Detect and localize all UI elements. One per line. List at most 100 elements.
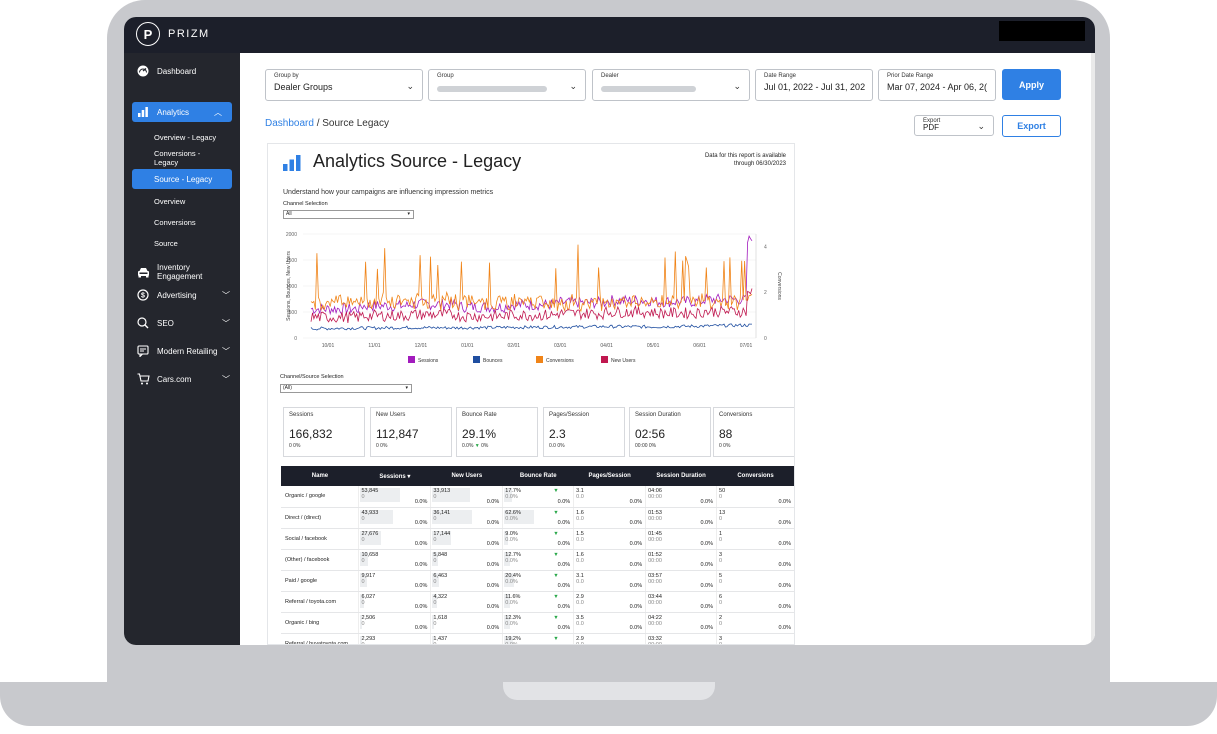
breadcrumb-dashboard-link[interactable]: Dashboard bbox=[265, 118, 314, 129]
cell-change: 0.0% bbox=[505, 536, 518, 543]
sidebar-item-modern-retailing[interactable]: Modern Retailing ﹀ bbox=[124, 341, 240, 361]
cell-value: 36,141 bbox=[433, 509, 451, 516]
cell-conversions: 6 0 0.0% bbox=[716, 591, 794, 613]
column-header-pages-session[interactable]: Pages/Session bbox=[573, 466, 646, 486]
column-header-conversions[interactable]: Conversions bbox=[716, 466, 794, 486]
sidebar-item-analytics[interactable]: Analytics ︿ bbox=[132, 102, 232, 122]
sidebar-sub-label: Source - Legacy bbox=[154, 174, 213, 184]
down-triangle-icon: ▼ bbox=[553, 509, 559, 516]
group-select[interactable]: Group ⌄ bbox=[428, 69, 586, 101]
value-bar bbox=[432, 551, 439, 566]
apply-button[interactable]: Apply bbox=[1002, 69, 1061, 100]
prior-date-range-field[interactable]: Prior Date Range Mar 07, 2024 - Apr 06, … bbox=[878, 69, 996, 101]
cell-session-duration: 03:44 00:00 0.0% bbox=[645, 591, 718, 613]
cell-pct: 0.0% bbox=[557, 624, 571, 631]
down-triangle-icon: ▼ bbox=[553, 614, 559, 621]
kpi-value: 2.3 bbox=[549, 427, 566, 441]
kpi-title: Pages/Session bbox=[549, 412, 590, 418]
cell-pct: 0.0% bbox=[778, 540, 791, 547]
cell-change: 00:00 bbox=[648, 515, 662, 522]
chevron-down-icon: ﹀ bbox=[222, 374, 230, 384]
export-button[interactable]: Export bbox=[1002, 115, 1061, 137]
cell-pct: 0.0% bbox=[629, 519, 643, 526]
cell-value: 11.6% bbox=[505, 593, 521, 600]
sidebar-item-inventory[interactable]: Inventory Engagement bbox=[124, 259, 240, 285]
kpi-title: Bounce Rate bbox=[462, 412, 497, 418]
cell-pct: 0.0% bbox=[414, 624, 428, 631]
table-row[interactable]: Referral / buyatoyota.com2,29300.0%1,437… bbox=[281, 633, 794, 644]
table-row[interactable]: (Other) / facebook 10,658 0 0.0% 5,848 0 0.0% 1… bbox=[281, 549, 794, 571]
sidebar-item-advertising[interactable]: $ Advertising ﹀ bbox=[124, 285, 240, 305]
channel-selection-select[interactable]: All ▾ bbox=[283, 210, 414, 219]
table-row[interactable]: Paid / google 9,917 0 0.0% 6,463 0 0.0% 20.4% 0.… bbox=[281, 570, 794, 592]
value-bar bbox=[360, 614, 363, 629]
table-row[interactable]: Direct / (direct) 43,933 0 0.0% 36,141 0 0.0% 6… bbox=[281, 507, 794, 529]
cell-change: 0 bbox=[433, 557, 437, 564]
column-header-session-duration[interactable]: Session Duration bbox=[645, 466, 717, 486]
sidebar-sub-source-legacy[interactable]: Source - Legacy bbox=[132, 169, 232, 189]
y-tick-label: 500 bbox=[289, 310, 298, 316]
cell-change: 0.0 bbox=[576, 494, 584, 500]
channel-source-selection-select[interactable]: (All) ▾ bbox=[280, 384, 412, 393]
column-header-new-users[interactable]: New Users bbox=[430, 466, 503, 486]
kpi-sub: 0 0% bbox=[719, 443, 731, 449]
value-bar bbox=[504, 614, 511, 629]
kpi-sub-pct: 0% bbox=[481, 443, 489, 449]
sidebar-item-seo[interactable]: SEO ﹀ bbox=[124, 313, 240, 333]
cell-conversions: 13 0 0.0% bbox=[716, 507, 794, 529]
table-row[interactable]: Organic / bing 2,506 0 0.0% 1,618 0 0.0% 12.3% 0… bbox=[281, 612, 794, 634]
table-row[interactable]: Referral / toyota.com 6,027 0 0.0% 4,322 0 0.0… bbox=[281, 591, 794, 613]
column-header-name[interactable]: Name bbox=[281, 466, 359, 486]
cell-name: Referral / toyota.com bbox=[281, 591, 360, 613]
breadcrumb: Dashboard / Source Legacy bbox=[265, 118, 389, 129]
cell-pct: 0.0% bbox=[486, 540, 500, 547]
down-triangle-icon: ▼ bbox=[474, 443, 480, 449]
cell-change: 00:00 bbox=[648, 536, 662, 543]
legend-label: Sessions bbox=[418, 358, 439, 364]
cell-value: 04:22 bbox=[648, 614, 662, 621]
column-header-bounce-rate[interactable]: Bounce Rate bbox=[502, 466, 574, 486]
cell-value: 43,933 bbox=[361, 509, 379, 516]
sidebar-item-label: Advertising bbox=[157, 290, 197, 300]
sidebar-sub-source[interactable]: Source bbox=[154, 239, 178, 248]
x-tick-label: 06/01 bbox=[693, 343, 706, 349]
export-format-select[interactable]: Export PDF ⌄ bbox=[914, 115, 994, 136]
table-row[interactable]: Organic / google 53,845 0 0.0% 33,913 0 0.0% 17… bbox=[281, 486, 794, 508]
channel-source-selection-label: Channel/Source Selection bbox=[280, 374, 344, 380]
x-tick-label: 04/01 bbox=[600, 343, 613, 349]
group-by-select[interactable]: Group by Dealer Groups ⌄ bbox=[265, 69, 423, 101]
cell-pct: 0.0% bbox=[700, 519, 714, 526]
cell-pct: 0.0% bbox=[557, 582, 571, 589]
sidebar-sub-conversions[interactable]: Conversions bbox=[154, 218, 196, 227]
cell-session-duration: 04:06 00:00 0.0% bbox=[645, 486, 718, 508]
cell-pct: 0.0% bbox=[700, 624, 714, 631]
cell-value: 53,845 bbox=[361, 488, 379, 494]
chevron-down-icon: ⌄ bbox=[977, 121, 985, 131]
table-row[interactable]: Social / facebook 27,676 0 0.0% 17,144 0 0.0% 9… bbox=[281, 528, 794, 550]
cell-pages-session: 2.90.00.0% bbox=[573, 633, 647, 644]
down-triangle-icon: ▼ bbox=[553, 488, 559, 494]
cell-value: 03:57 bbox=[648, 572, 662, 579]
y-tick-label: 2000 bbox=[286, 232, 297, 238]
sidebar-sub-overview[interactable]: Overview bbox=[154, 197, 186, 206]
y2-tick-label: 0 bbox=[764, 336, 767, 342]
cell-bounce-rate: 11.6% 0.0% ▼ 0.0% bbox=[502, 591, 575, 613]
column-header-sessions[interactable]: Sessions ▾ bbox=[358, 466, 431, 486]
sidebar-sub-overview-legacy[interactable]: Overview - Legacy bbox=[154, 133, 217, 142]
logo[interactable]: P PRIZM bbox=[136, 22, 210, 46]
sidebar-item-cars-com[interactable]: Cars.com ﹀ bbox=[124, 369, 240, 389]
x-tick-label: 05/01 bbox=[647, 343, 660, 349]
sidebar-sub-conversions-legacy[interactable]: Conversions - Legacy bbox=[154, 149, 201, 167]
cell-change: 0 bbox=[719, 599, 723, 606]
cell-sessions: 2,29300.0% bbox=[358, 633, 432, 644]
top-bar: P PRIZM bbox=[124, 17, 1095, 53]
dealer-select[interactable]: Dealer ⌄ bbox=[592, 69, 750, 101]
date-range-field[interactable]: Date Range Jul 01, 2022 - Jul 31, 202 bbox=[755, 69, 873, 101]
page-scrollbar[interactable] bbox=[1091, 53, 1095, 645]
y-tick-label: 0 bbox=[294, 336, 297, 342]
cell-value: 17,144 bbox=[433, 530, 451, 537]
sidebar-item-dashboard[interactable]: Dashboard bbox=[124, 61, 240, 81]
line-chart: 0 500 1000 1500 2000 0 2 4 Sessions, Bounces, Ne… bbox=[286, 232, 782, 364]
cell-conversions: 2 0 0.0% bbox=[716, 612, 794, 634]
cell-bounce-rate: 12.7% 0.0% ▼ 0.0% bbox=[502, 549, 575, 571]
